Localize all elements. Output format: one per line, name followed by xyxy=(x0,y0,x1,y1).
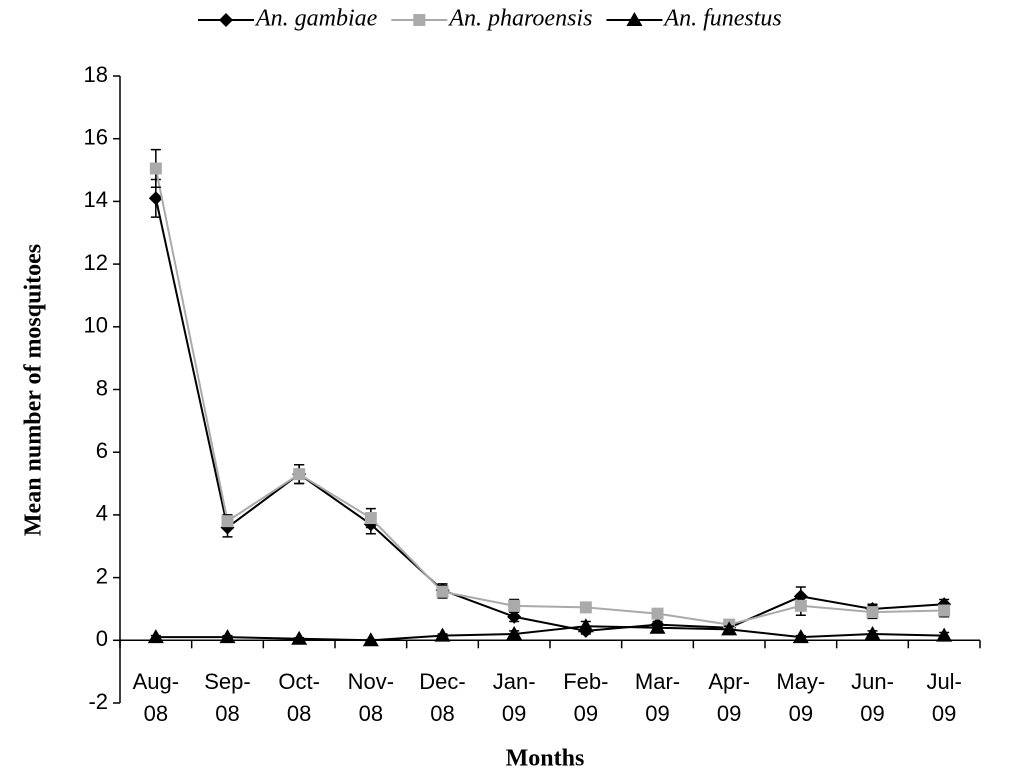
x-tick-label: Jul-09 xyxy=(926,669,961,726)
y-tick-label: 6 xyxy=(96,438,108,463)
y-tick-label: 2 xyxy=(96,563,108,588)
marker xyxy=(651,607,664,620)
marker xyxy=(579,601,592,614)
marker xyxy=(291,630,308,645)
marker xyxy=(508,599,521,612)
x-tick-label: Mar-09 xyxy=(635,669,680,726)
marker xyxy=(938,604,951,617)
marker xyxy=(148,191,163,206)
x-tick-label: Jun-09 xyxy=(851,669,894,726)
marker xyxy=(506,626,523,641)
x-tick-label: Jan-09 xyxy=(493,669,536,726)
y-tick-label: 18 xyxy=(84,62,108,87)
marker xyxy=(649,619,666,634)
x-tick-label: Feb-09 xyxy=(563,669,608,726)
legend-label: An. pharoensis xyxy=(447,6,592,32)
marker xyxy=(864,626,881,641)
series-line xyxy=(154,198,945,632)
marker xyxy=(794,599,807,612)
x-tick-label: Oct-08 xyxy=(278,669,320,726)
marker xyxy=(936,627,953,642)
x-tick-label: Apr-09 xyxy=(708,669,750,726)
marker xyxy=(626,12,643,26)
series-line xyxy=(154,168,945,626)
marker xyxy=(221,515,234,528)
x-tick-label: Dec-08 xyxy=(419,669,465,726)
y-tick-label: -2 xyxy=(88,689,108,714)
marker xyxy=(721,621,738,636)
y-tick-label: 16 xyxy=(84,125,108,150)
marker xyxy=(147,629,164,644)
x-tick-label: Aug-08 xyxy=(133,669,179,726)
marker xyxy=(434,627,451,642)
marker xyxy=(364,512,377,525)
x-tick-label: Sep-08 xyxy=(204,669,250,726)
marker xyxy=(149,162,162,175)
y-tick-label: 12 xyxy=(84,250,108,275)
x-tick-label: Nov-08 xyxy=(348,669,394,726)
marker xyxy=(866,606,879,619)
y-tick-label: 0 xyxy=(96,626,108,651)
series-line xyxy=(155,625,945,642)
y-tick-label: 14 xyxy=(84,187,108,212)
y-tick-label: 8 xyxy=(96,375,108,400)
marker xyxy=(413,14,426,26)
x-axis-title: Months xyxy=(506,746,585,772)
marker xyxy=(293,468,306,481)
marker xyxy=(362,632,379,647)
x-tick-label: May-09 xyxy=(776,669,825,726)
marker xyxy=(577,618,594,633)
marker xyxy=(507,609,522,624)
y-tick-label: 10 xyxy=(84,313,108,338)
legend: An. gambiae An. pharoensis An. funestus xyxy=(198,6,782,32)
y-tick-label: 4 xyxy=(96,501,108,526)
marker xyxy=(436,585,449,598)
legend-label: An. funestus xyxy=(662,6,781,32)
legend-label: An. gambiae xyxy=(254,6,378,32)
marker xyxy=(219,13,233,27)
marker xyxy=(792,629,809,644)
marker xyxy=(219,629,236,644)
y-axis-title: Mean number of mosquitoes xyxy=(21,244,47,536)
